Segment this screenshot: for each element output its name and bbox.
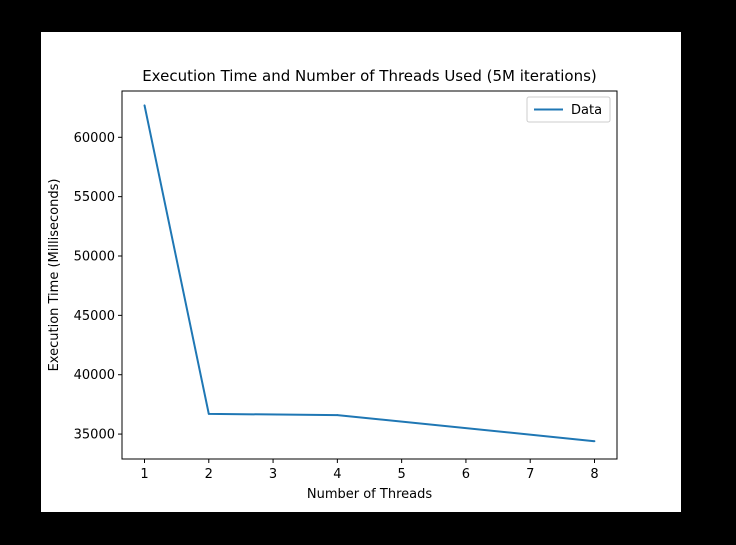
series-line-0 [143,105,595,443]
x-tick-label: 4 [333,467,341,482]
y-tick-label: 55000 [74,190,115,205]
axis-ticks: 1 2 3 4 5 6 7 8 35000 40000 45000 50000 55000 60000 [74,131,599,482]
chart-title: Execution Time and Number of Threads Use… [142,67,597,85]
x-tick-label: 8 [590,467,598,482]
series-layer [143,104,596,443]
plot-area-frame [121,90,618,460]
x-tick-label: 2 [205,467,213,482]
y-tick-label: 50000 [74,250,115,265]
x-tick-label: 7 [526,467,534,482]
legend-box [526,96,611,123]
y-axis-title: Execution Time (Milliseconds) [47,179,62,372]
data-point [336,414,339,416]
legend-entry-data: Data [571,103,602,118]
x-tick-label: 3 [269,467,277,482]
x-tick-label: 6 [462,467,470,482]
chart-figure: Execution Time and Number of Threads Use… [41,32,681,512]
y-tick-label: 40000 [74,368,115,383]
y-tick-label: 45000 [74,309,115,324]
data-point [207,412,210,415]
x-tick-label: 5 [398,467,406,482]
x-tick-label: 1 [140,467,148,482]
data-point [593,440,596,443]
legend: Data [526,96,611,123]
y-tick-label: 35000 [74,428,115,443]
y-tick-label: 60000 [74,131,115,146]
data-point [143,104,146,107]
x-axis-title: Number of Threads [307,487,432,502]
line-chart: Execution Time and Number of Threads Use… [47,67,618,502]
